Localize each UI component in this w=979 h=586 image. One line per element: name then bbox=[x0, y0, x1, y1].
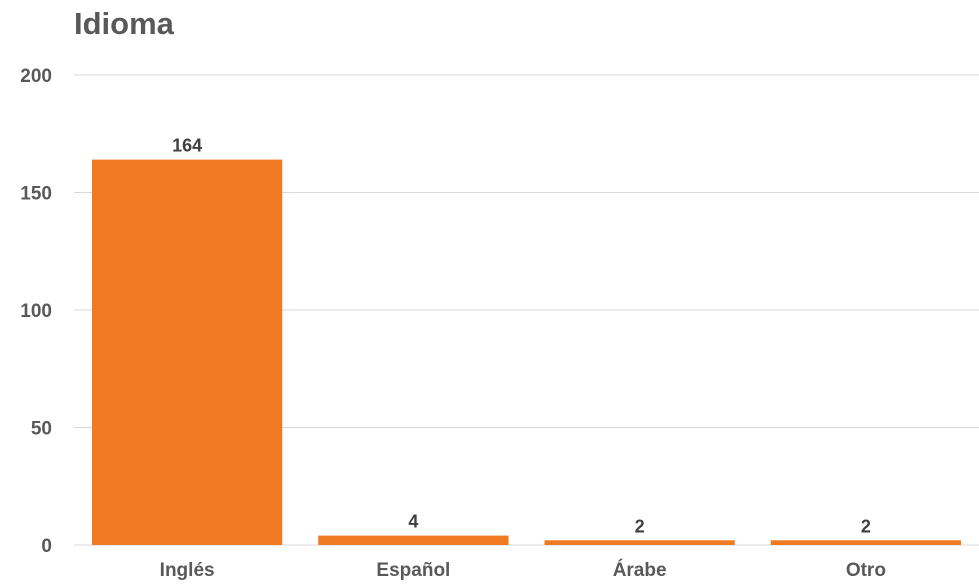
bars bbox=[92, 159, 961, 545]
x-tick-label: Árabe bbox=[613, 559, 667, 581]
data-labels: 164 4 2 2 bbox=[172, 136, 871, 537]
bar bbox=[92, 159, 283, 545]
x-axis-tick-labels: Inglés Español Árabe Otro bbox=[160, 559, 886, 581]
y-tick-label: 200 bbox=[20, 66, 52, 87]
data-label: 2 bbox=[635, 516, 645, 536]
chart-title: Idioma bbox=[74, 6, 174, 41]
y-tick-label: 150 bbox=[20, 184, 52, 205]
y-tick-label: 0 bbox=[41, 536, 52, 557]
x-tick-label: Español bbox=[376, 560, 450, 581]
data-label: 164 bbox=[172, 136, 202, 156]
x-tick-label: Otro bbox=[846, 560, 886, 581]
bar bbox=[544, 540, 735, 545]
data-label: 2 bbox=[861, 516, 871, 536]
y-tick-label: 100 bbox=[20, 301, 52, 322]
y-tick-label: 50 bbox=[31, 419, 52, 440]
y-axis-tick-labels: 0 50 100 150 200 bbox=[20, 66, 52, 557]
bar bbox=[770, 540, 961, 545]
data-label: 4 bbox=[408, 512, 418, 532]
bar bbox=[318, 535, 509, 545]
x-tick-label: Inglés bbox=[160, 560, 215, 581]
